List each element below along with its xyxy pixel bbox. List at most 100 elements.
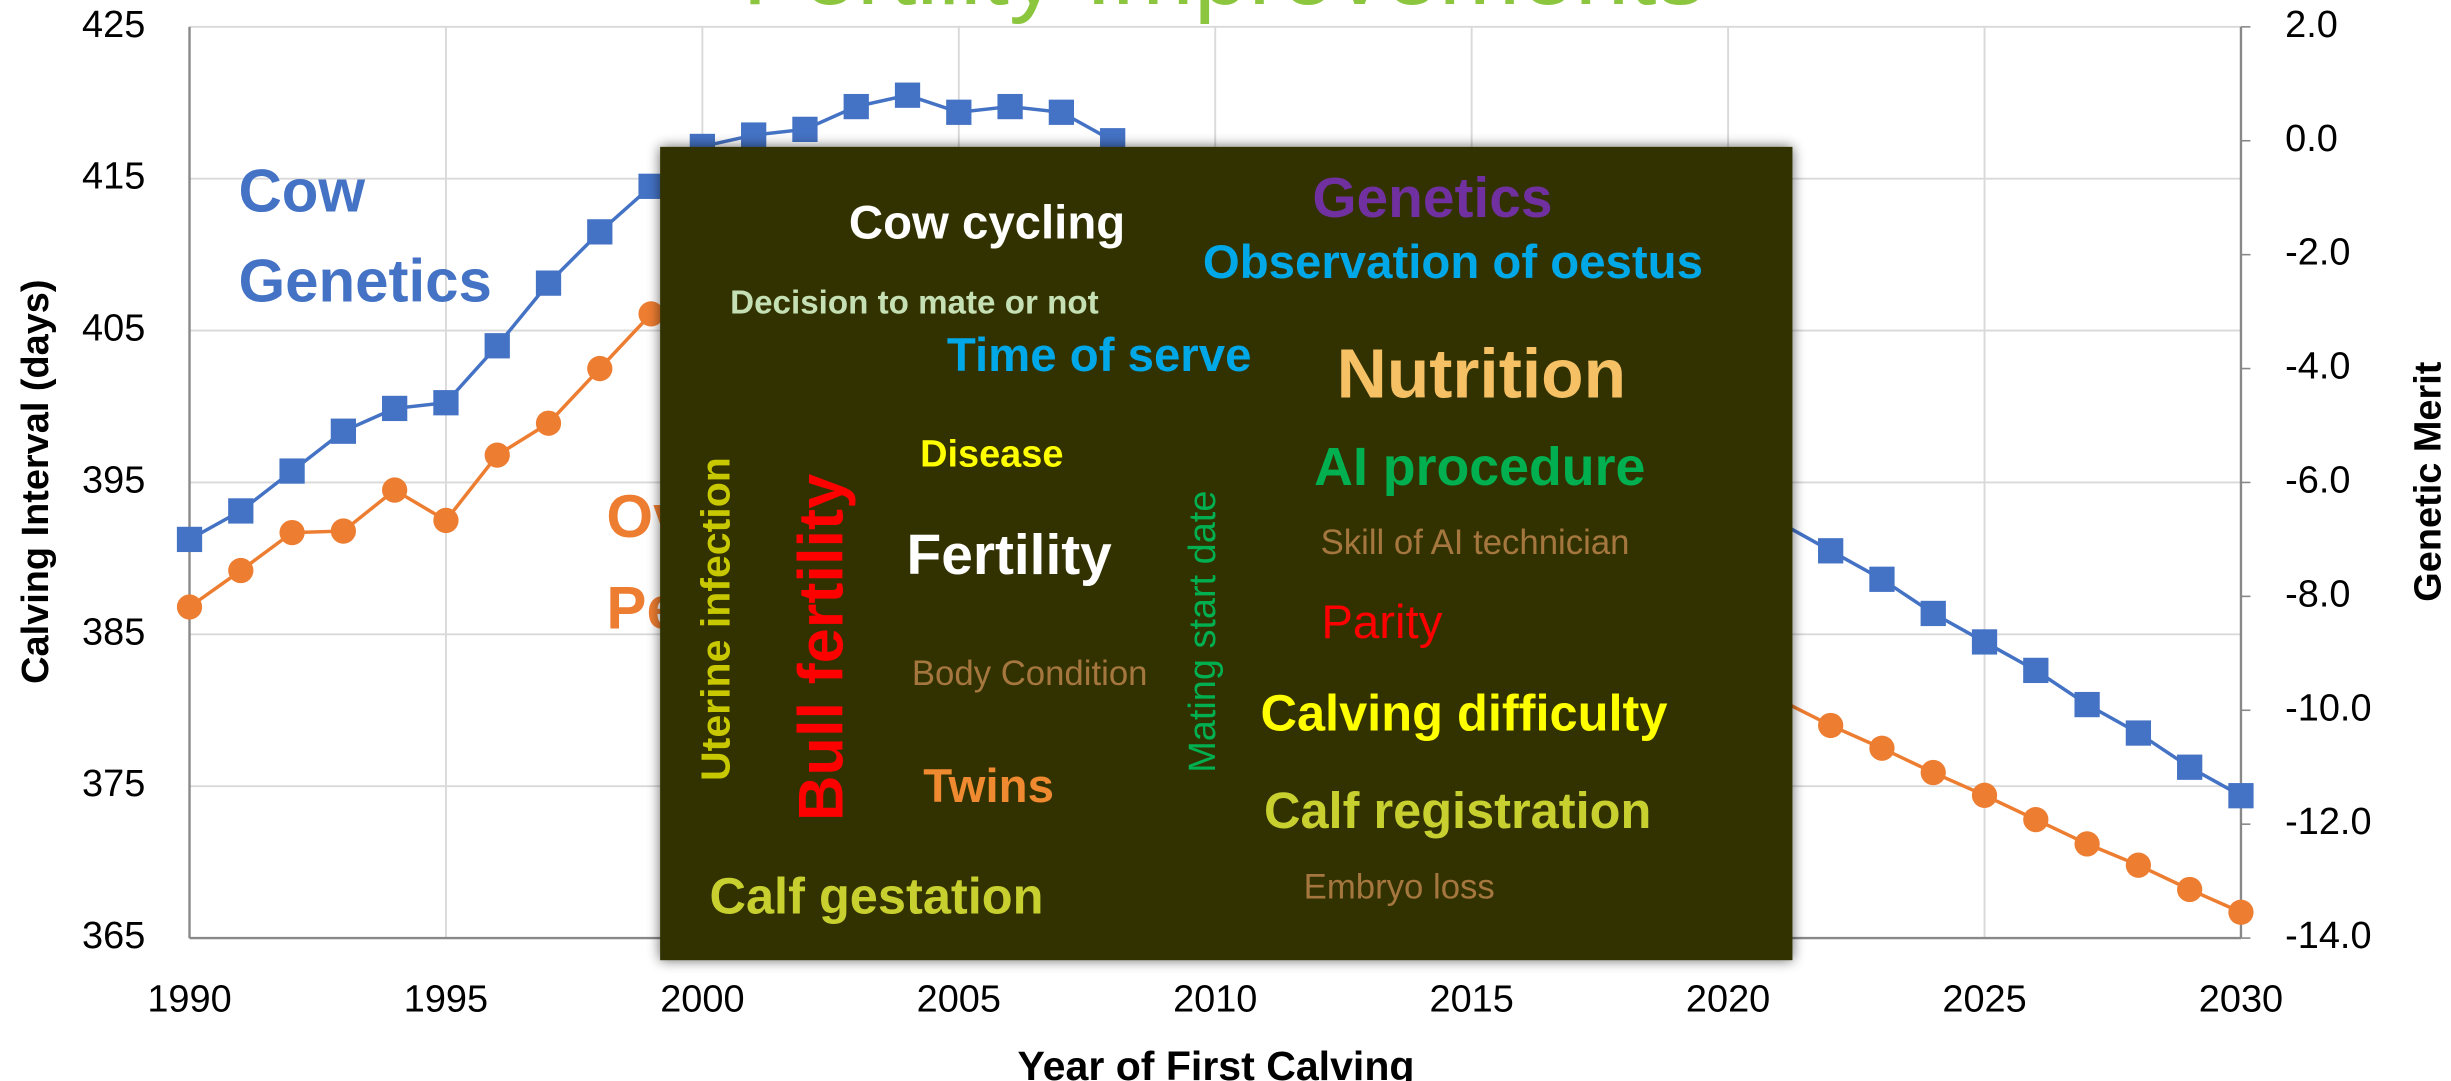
x-tick-label: 2025 [1942, 978, 2026, 1020]
word: Embryo loss [1304, 868, 1495, 906]
series-label: Cow [238, 158, 365, 225]
x-tick-label: 2030 [2199, 978, 2283, 1020]
marker [1971, 629, 1998, 655]
chart-title: Fertility Improvements [742, 0, 1705, 25]
marker [638, 173, 664, 199]
y-tick-label: 415 [82, 156, 145, 198]
word: Uterine infection [692, 457, 738, 781]
marker [484, 442, 510, 468]
y-tick-label: 425 [82, 4, 145, 46]
y2-tick-label: -12.0 [2285, 801, 2371, 843]
marker [1869, 566, 1895, 592]
series-label: Genetics [238, 248, 491, 315]
word: Time of serve [947, 329, 1251, 382]
y2-tick-label: -2.0 [2285, 232, 2350, 274]
marker [228, 498, 254, 524]
marker [228, 557, 254, 584]
marker [946, 99, 972, 125]
word: Parity [1321, 596, 1442, 649]
y2-tick-label: -10.0 [2285, 687, 2371, 729]
marker [2074, 691, 2100, 718]
x-tick-label: 2010 [1173, 978, 1257, 1020]
x-axis-label: Year of First Calving [1018, 1043, 1415, 1081]
marker [843, 93, 869, 120]
marker [894, 82, 921, 108]
marker [176, 594, 203, 620]
word-box [660, 146, 1793, 961]
x-tick-label: 1990 [147, 978, 231, 1020]
marker [2125, 852, 2152, 878]
word: Fertility [906, 524, 1112, 587]
marker [535, 270, 562, 296]
marker [535, 410, 562, 436]
word: Observation of oestus [1203, 236, 1703, 289]
marker [2125, 720, 2152, 746]
y-tick-label: 365 [82, 915, 145, 957]
y2-tick-label: -4.0 [2285, 346, 2350, 388]
word: Calf gestation [709, 868, 1043, 925]
y2-tick-label: -14.0 [2285, 915, 2371, 957]
marker [279, 519, 305, 546]
marker [638, 301, 664, 327]
word: Decision to mate or not [730, 285, 1098, 322]
x-tick-label: 2020 [1686, 978, 1770, 1020]
marker [484, 333, 510, 359]
marker [433, 390, 459, 416]
word: Disease [920, 433, 1063, 475]
x-tick-label: 1995 [404, 978, 488, 1020]
marker [1048, 99, 1075, 125]
series-line [188, 312, 2242, 914]
y2-tick-label: 0.0 [2285, 118, 2338, 160]
y-axis-label: Calving Interval (days) [15, 280, 57, 684]
marker [330, 418, 357, 444]
marker [2177, 876, 2203, 903]
marker [433, 507, 459, 534]
y-tick-label: 405 [82, 308, 145, 350]
word-cloud: Cow cycling Genetics Observation of oestus… [692, 167, 1703, 924]
word: Cow cycling [849, 196, 1125, 249]
marker [741, 122, 767, 148]
marker [587, 219, 613, 245]
marker [1818, 712, 1844, 739]
marker [792, 116, 818, 142]
word: Twins [923, 760, 1054, 813]
marker [2023, 806, 2049, 833]
marker [279, 458, 305, 484]
marker [1818, 538, 1844, 564]
word: Mating start date [1182, 491, 1224, 773]
marker [1920, 600, 1946, 627]
marker [2023, 657, 2049, 684]
marker [1920, 759, 1946, 786]
y-tick-label: 385 [82, 611, 145, 653]
word: Body Condition [912, 655, 1148, 693]
y2-tick-label: -8.0 [2285, 573, 2350, 615]
marker [2177, 754, 2203, 780]
marker [382, 395, 408, 422]
y2-tick-label: -6.0 [2285, 459, 2350, 501]
y-tick-label: 375 [82, 763, 145, 805]
word: Bull fertility [787, 474, 857, 821]
marker [2074, 831, 2100, 857]
x-tick-label: 2015 [1430, 978, 1514, 1020]
marker [1869, 735, 1895, 761]
word: Nutrition [1337, 334, 1626, 412]
marker [2228, 783, 2254, 809]
marker [330, 518, 357, 544]
word: AI procedure [1314, 437, 1645, 497]
x-tick-label: 2005 [917, 978, 1001, 1020]
x-tick-label: 2000 [660, 978, 744, 1020]
marker [382, 477, 408, 503]
marker [587, 355, 613, 382]
y-tick-label: 395 [82, 459, 145, 501]
word: Skill of AI technician [1321, 524, 1630, 562]
y2-axis-label: Genetic Merit [2407, 361, 2449, 601]
y2-tick-label: 2.0 [2285, 4, 2338, 46]
marker [2228, 899, 2254, 925]
word: Calving difficulty [1260, 684, 1667, 741]
marker [176, 526, 203, 553]
word: Calf registration [1264, 782, 1651, 839]
word: Genetics [1312, 167, 1552, 230]
marker [997, 93, 1023, 120]
